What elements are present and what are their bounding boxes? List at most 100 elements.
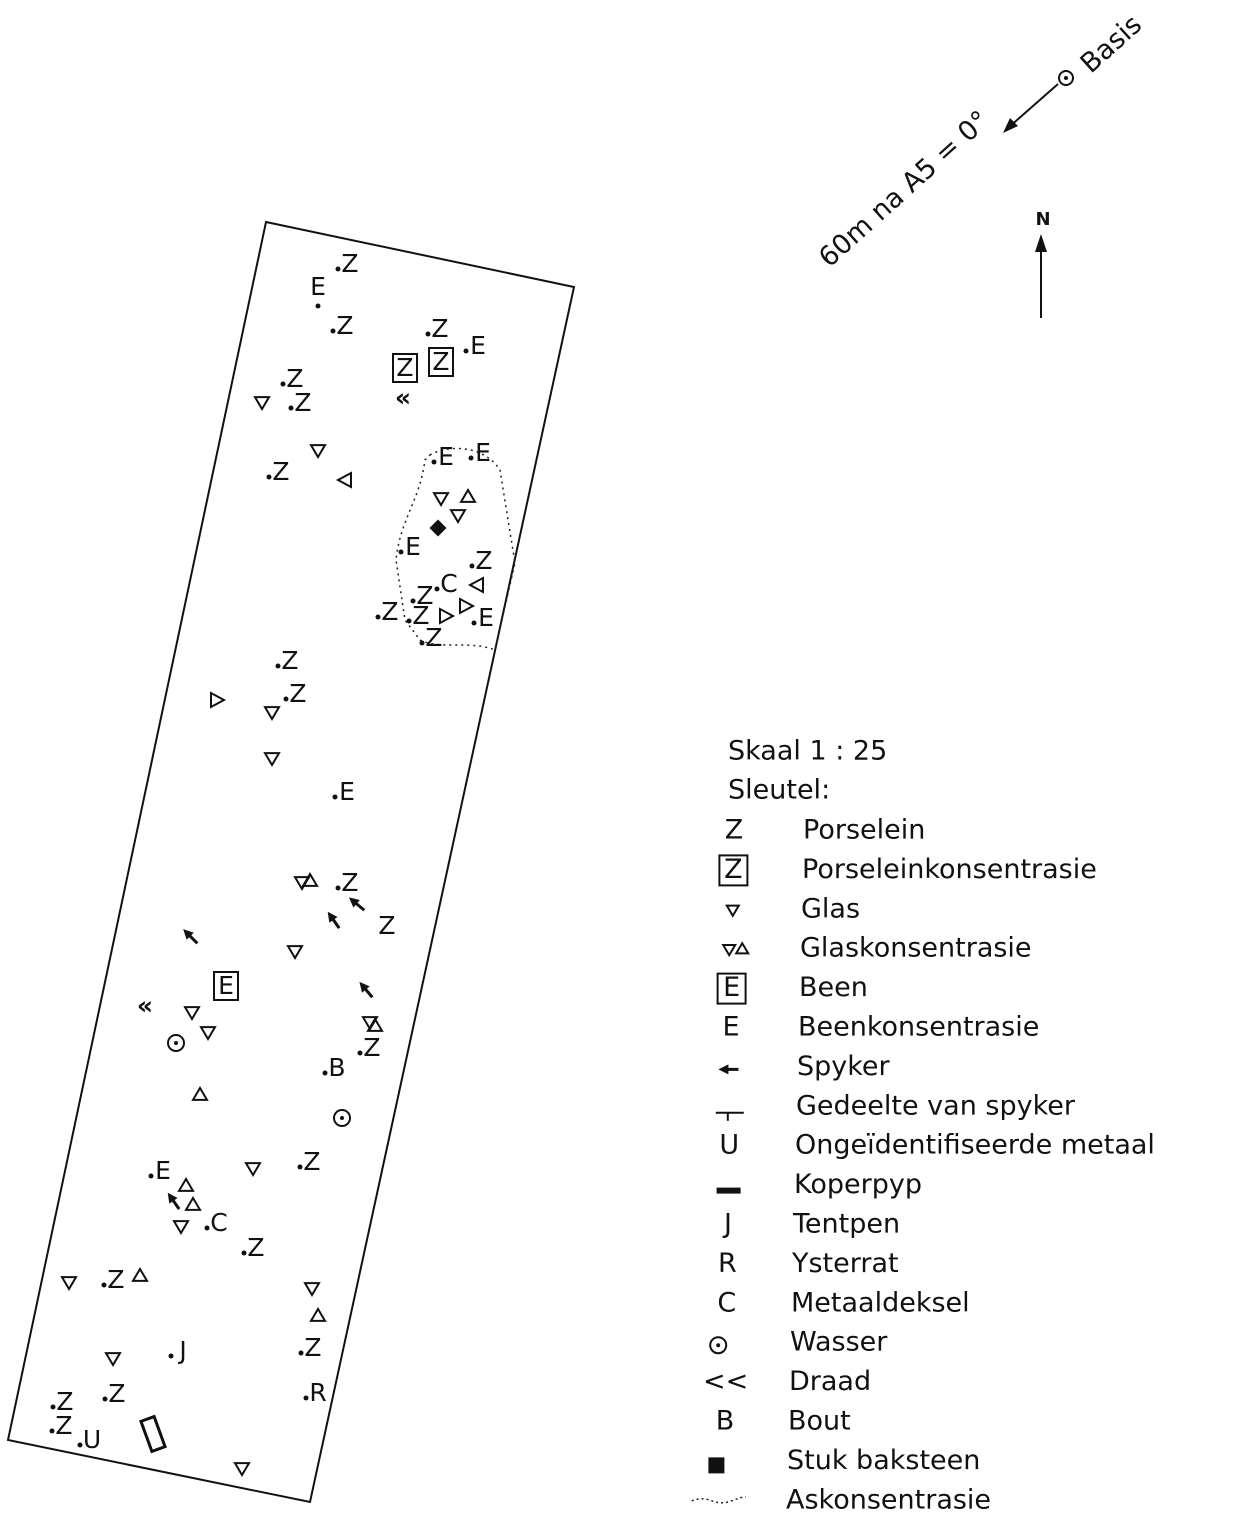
find-symbol: C — [440, 569, 457, 598]
legend-box — [718, 854, 749, 887]
glass — [263, 706, 281, 721]
find-dot — [434, 586, 440, 592]
concentration-box — [392, 353, 418, 383]
legend-label: Porselein — [803, 815, 925, 846]
nail — [348, 897, 366, 912]
find-dot — [322, 1070, 328, 1076]
find-symbol: Z — [363, 1033, 380, 1062]
glass — [286, 945, 304, 960]
bearing-arrow — [1007, 83, 1059, 129]
glass — [177, 1177, 195, 1192]
boxed-symbol: E — [218, 971, 234, 1000]
glass — [244, 1162, 262, 1177]
find-dot — [330, 328, 336, 334]
bearing-text: 60m na A5 = 0° — [813, 105, 995, 274]
legend-label: Askonsentrasie — [786, 1484, 991, 1515]
basis-marker — [1058, 70, 1074, 86]
legend-label: Spyker — [797, 1051, 891, 1082]
find-dot — [148, 1173, 154, 1179]
washer-dot — [716, 1343, 721, 1348]
glass — [303, 1282, 321, 1297]
glass — [293, 876, 311, 891]
glass — [184, 1196, 202, 1211]
legend-brick — [708, 1457, 725, 1474]
find-dot — [297, 1164, 303, 1170]
washer-dot — [174, 1041, 178, 1045]
nail — [359, 981, 374, 999]
legend-label: Beenkonsentrasie — [798, 1012, 1039, 1043]
glass — [263, 752, 281, 767]
nail-head — [167, 1192, 178, 1204]
find-symbol: Z — [378, 911, 395, 940]
glass — [183, 1006, 201, 1021]
find-symbol: Z — [425, 623, 442, 652]
ash-concentration — [395, 447, 516, 652]
glass — [233, 1462, 251, 1477]
nail-head — [718, 1064, 729, 1075]
legend-label: Been — [799, 972, 868, 1003]
find-dot — [168, 1353, 174, 1359]
find-dot — [468, 455, 474, 461]
find-dot — [298, 1350, 304, 1356]
legend-label: Metaaldeksel — [791, 1287, 970, 1318]
find-dot — [335, 885, 341, 891]
glass — [459, 488, 477, 503]
legend-symbol: Z — [725, 815, 744, 846]
glass — [309, 444, 327, 459]
nail — [718, 1064, 739, 1075]
wire: « — [395, 383, 411, 412]
arrow-head — [1003, 118, 1018, 133]
glass — [467, 576, 484, 594]
north-arrow-head — [1035, 234, 1047, 252]
concentration-box — [213, 971, 239, 1001]
find-symbol: Z — [431, 314, 448, 343]
scale: Skaal 1 : 25 — [728, 736, 887, 767]
glass — [734, 941, 750, 955]
find-dot — [315, 303, 321, 309]
legend-symbol: J — [722, 1209, 732, 1240]
legend-label: Bout — [788, 1406, 851, 1437]
find-symbol: Z — [281, 646, 298, 675]
glass — [309, 1307, 327, 1322]
find-dot — [398, 549, 404, 555]
find-symbol: Z — [381, 597, 398, 626]
find-symbol: Z — [286, 364, 303, 393]
legend-ash — [691, 1496, 746, 1504]
find-dot — [303, 1395, 309, 1401]
nail-head — [327, 911, 338, 923]
glass — [191, 1086, 209, 1101]
nail-head — [183, 929, 194, 940]
legend-label: Draad — [789, 1366, 871, 1397]
find-dot — [332, 794, 338, 800]
legend-label: Stuk baksteen — [787, 1445, 980, 1476]
glass — [199, 1026, 217, 1041]
glass — [210, 691, 227, 709]
nail — [183, 929, 199, 945]
find-symbol: E — [310, 272, 326, 301]
legend-symbol: Z — [724, 854, 743, 885]
copper-pipe — [139, 1414, 167, 1454]
glass — [253, 396, 271, 411]
trench-outline — [6, 220, 576, 1504]
find-symbol: Z — [272, 457, 289, 486]
find-symbol: E — [155, 1156, 171, 1185]
find-dot — [431, 459, 437, 465]
legend-symbol: E — [723, 972, 740, 1003]
find-symbol: Z — [56, 1387, 73, 1416]
nail — [327, 911, 341, 929]
find-symbol: Z — [107, 1265, 124, 1294]
find-symbol: Z — [108, 1379, 125, 1408]
washer — [167, 1034, 185, 1052]
legend-label: Wasser — [790, 1327, 888, 1358]
legend-symbol: << — [703, 1366, 748, 1397]
find-dot — [463, 348, 469, 354]
find-dot — [204, 1225, 210, 1231]
find-dot — [280, 381, 286, 387]
find-symbol: Z — [341, 249, 358, 278]
concentration-box — [428, 347, 454, 377]
find-dot — [406, 618, 412, 624]
glass — [172, 1220, 190, 1235]
find-dot — [357, 1050, 363, 1056]
legend-symbol: R — [718, 1248, 737, 1279]
glass — [131, 1267, 149, 1282]
